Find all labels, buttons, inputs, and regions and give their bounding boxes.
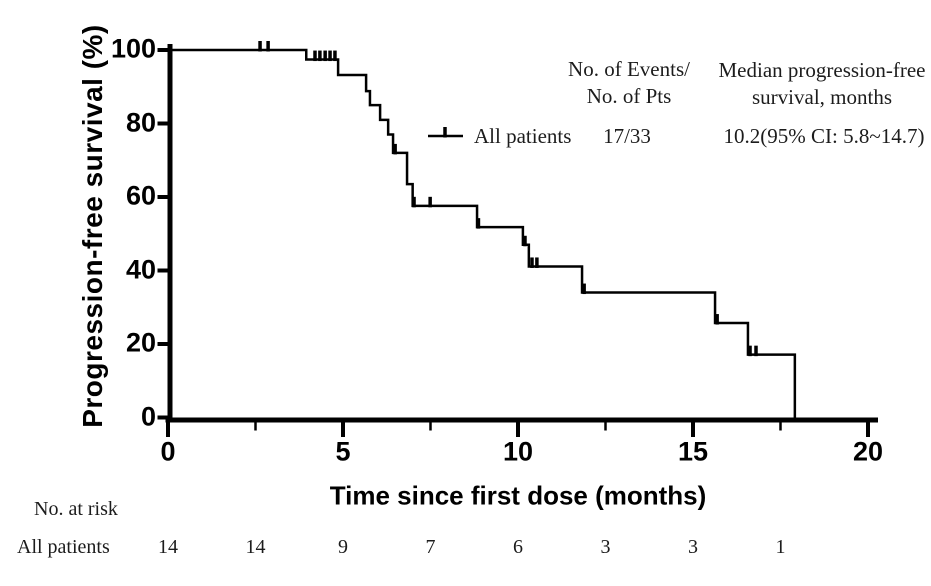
y-tick-label: 60	[125, 180, 156, 211]
legend-series-label: All patients	[474, 124, 572, 148]
at-risk-count: 3	[688, 536, 698, 559]
at-risk-label: No. at risk	[34, 498, 118, 521]
y-tick-label: 80	[125, 106, 156, 137]
x-tick-label: 5	[335, 436, 351, 467]
legend-col1-value: 17/33	[603, 124, 651, 148]
x-axis-title: Time since first dose (months)	[329, 480, 707, 511]
x-tick-label: 15	[677, 436, 709, 467]
y-axis-title: Progression-free survival (%)	[77, 24, 108, 428]
y-tick-label: 100	[110, 33, 156, 64]
legend-col1-header-line2: No. of Pts	[586, 84, 672, 108]
x-tick-label: 20	[852, 436, 884, 467]
legend-col1-header: No. of Events/ No. of Pts	[568, 56, 690, 110]
x-tick-label: 10	[502, 436, 534, 467]
legend-col1-header-line1: No. of Events/	[568, 57, 690, 81]
y-tick-label: 0	[140, 400, 156, 431]
legend-col2-header-line1: Median progression-free	[718, 58, 926, 82]
at-risk-count: 6	[513, 536, 523, 559]
legend-col2-header: Median progression-free survival, months	[718, 57, 925, 111]
legend-col2-value: 10.2(95% CI: 5.8~14.7)	[723, 124, 925, 148]
y-tick-label: 40	[125, 253, 156, 284]
y-tick-label: 20	[125, 327, 156, 358]
at-risk-count: 7	[425, 536, 436, 559]
at-risk-count: 14	[245, 536, 266, 559]
at-risk-count: 14	[158, 536, 178, 559]
at-risk-count: 3	[600, 536, 611, 559]
at-risk-count: 9	[338, 536, 348, 559]
at-risk-count: 1	[775, 536, 786, 559]
x-tick-label: 0	[160, 436, 176, 467]
at-risk-row-label: All patients	[17, 536, 110, 559]
km-curve	[168, 48, 797, 418]
legend-col2-header-line2: survival, months	[751, 85, 892, 109]
